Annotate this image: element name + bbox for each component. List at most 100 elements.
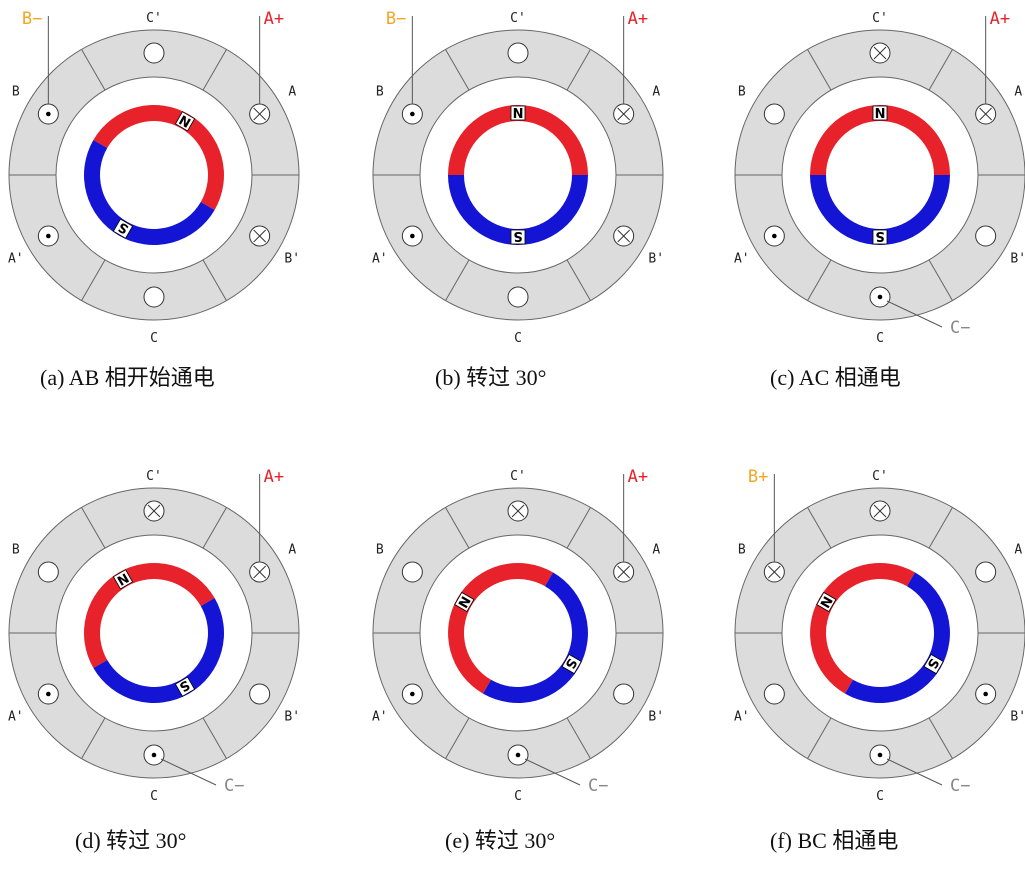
stator-divider	[566, 259, 591, 301]
motor-diagram-e: N S A C' B A' C B' A+ C−	[372, 467, 664, 804]
stator-divider	[202, 259, 227, 301]
stator-divider	[202, 717, 227, 759]
diagram-caption: (d) 转过 30°	[75, 828, 187, 853]
phase-label: A	[652, 85, 660, 100]
phase-label: B'	[284, 252, 300, 267]
phase-label: B	[738, 543, 746, 558]
current-out-dot-icon	[515, 752, 521, 758]
stator-divider	[81, 49, 106, 91]
phase-label: B'	[648, 710, 664, 725]
phase-label: C	[876, 331, 884, 346]
lead-label: A+	[990, 9, 1010, 29]
current-out-dot-icon	[46, 233, 51, 239]
lead-label: A+	[264, 9, 284, 29]
south-pole-box	[174, 676, 196, 697]
rotor-north-half	[810, 105, 950, 175]
slot-empty	[763, 103, 785, 125]
current-in-cross-icon	[253, 565, 267, 579]
rotor-south-half	[84, 140, 215, 245]
stator-divider	[81, 507, 106, 549]
phase-label: B	[738, 85, 746, 100]
stator-divider	[81, 259, 106, 301]
stator-divider	[81, 717, 106, 759]
slot-empty	[249, 683, 271, 705]
stator-divider	[202, 507, 227, 549]
lead-wire	[524, 758, 581, 786]
phase-label: B'	[284, 710, 300, 725]
south-pole-label: S	[562, 653, 582, 675]
south-pole-box	[510, 229, 526, 245]
current-in-cross-icon	[873, 46, 887, 60]
south-pole-box	[872, 229, 888, 245]
south-pole-box	[923, 653, 944, 675]
diagram-caption: (b) 转过 30°	[435, 365, 547, 390]
phase-label: B'	[1010, 252, 1025, 267]
stator-divider	[445, 49, 470, 91]
current-in-cross-icon	[617, 107, 631, 121]
phase-label: C'	[510, 11, 526, 26]
phase-label: A	[652, 543, 660, 558]
current-out-dot-icon	[772, 233, 777, 239]
south-pole-text: S	[513, 228, 522, 243]
stator-divider	[807, 507, 832, 549]
slot-empty	[37, 561, 59, 583]
motor-diagram-f: N S A C' B A' C B' B+ C−	[734, 467, 1025, 804]
north-pole-label: N	[174, 111, 196, 132]
lead-label: B−	[22, 9, 42, 29]
slot-empty	[975, 561, 997, 583]
slot-empty	[401, 561, 423, 583]
phase-label: C	[876, 789, 884, 804]
rotor-north-half	[93, 105, 224, 210]
motor-diagram-d: N S A C' B A' C B' A+ C−	[8, 467, 300, 804]
rotor-north-half	[448, 105, 588, 175]
north-pole-box	[454, 591, 475, 613]
phase-label: A'	[8, 252, 24, 267]
south-pole-box	[112, 218, 134, 239]
north-pole-label: N	[510, 105, 526, 122]
south-pole-label: S	[174, 676, 196, 697]
stator-divider	[928, 507, 953, 549]
phase-label: B'	[648, 252, 664, 267]
south-pole-label: S	[112, 218, 134, 239]
south-pole-label: S	[923, 653, 944, 675]
rotor-south-half	[810, 175, 950, 245]
current-in-cross-icon	[767, 565, 781, 579]
north-pole-box	[112, 569, 134, 590]
phase-label: C	[150, 331, 158, 346]
north-pole-text: N	[513, 107, 524, 122]
rotor-south-half	[93, 598, 224, 703]
north-pole-label: N	[816, 591, 837, 613]
phase-label: A	[1014, 85, 1022, 100]
phase-label: A	[288, 85, 296, 100]
phase-label: C'	[872, 11, 888, 26]
motor-diagram-a: N S A C' B A' C B' A+ B−	[8, 9, 300, 346]
south-pole-label: S	[510, 228, 526, 245]
phase-label: A'	[372, 710, 388, 725]
phase-label: B'	[1010, 710, 1025, 725]
stator-divider	[445, 507, 470, 549]
current-out-dot-icon	[151, 752, 157, 758]
stator-divider	[807, 49, 832, 91]
slot-empty	[613, 683, 635, 705]
phase-label: A'	[8, 710, 24, 725]
south-pole-text: S	[875, 228, 884, 243]
north-pole-label: N	[872, 105, 888, 122]
lead-label: B−	[386, 9, 406, 29]
current-out-dot-icon	[983, 691, 988, 697]
diagram-caption: (a) AB 相开始通电	[40, 365, 215, 390]
diagram-caption: (e) 转过 30°	[445, 828, 556, 853]
stator-divider	[928, 717, 953, 759]
north-pole-box	[872, 105, 888, 121]
phase-label: B	[12, 543, 20, 558]
lead-label: C−	[224, 776, 244, 796]
rotor-north-half	[84, 563, 215, 668]
south-pole-label: S	[872, 228, 888, 245]
phase-label: A'	[372, 252, 388, 267]
current-in-cross-icon	[253, 229, 267, 243]
stator-divider	[566, 49, 591, 91]
phase-label: C	[150, 789, 158, 804]
rotor-north-half	[448, 563, 553, 694]
stator-divider	[566, 507, 591, 549]
slot-empty	[763, 683, 785, 705]
